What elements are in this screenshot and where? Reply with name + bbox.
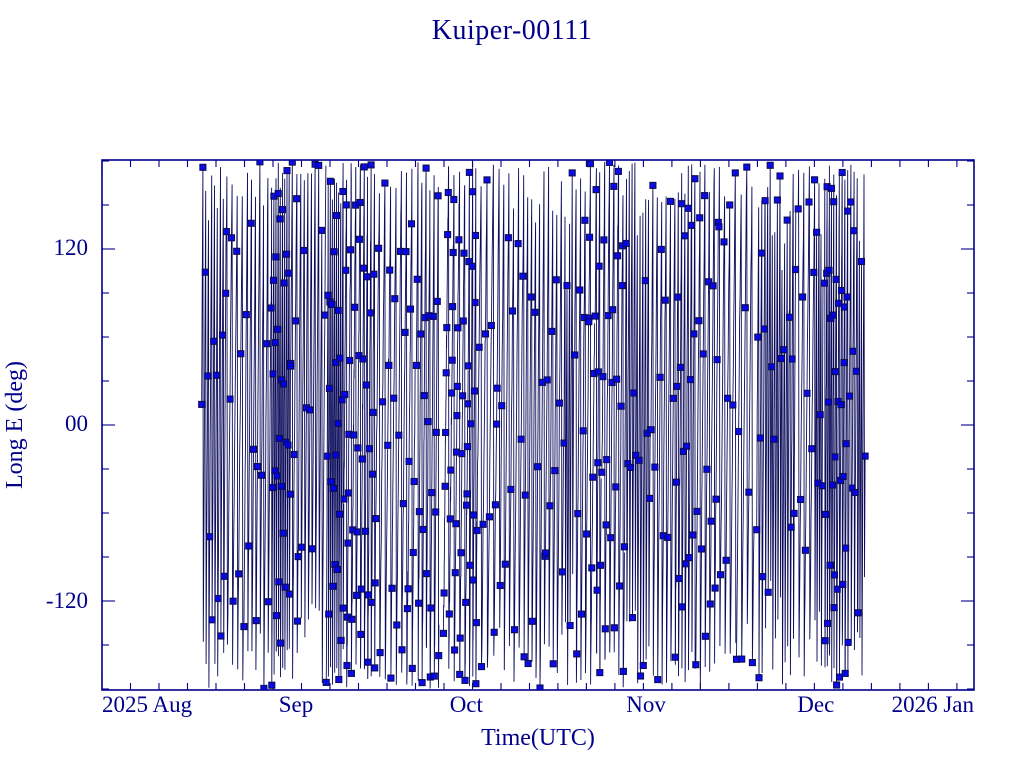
svg-text:-120: -120	[46, 588, 88, 613]
svg-text:2026 Jan: 2026 Jan	[892, 692, 975, 717]
svg-text:Dec: Dec	[797, 692, 834, 717]
svg-text:Time(UTC): Time(UTC)	[481, 725, 595, 751]
svg-text:Oct: Oct	[450, 692, 484, 717]
svg-text:120: 120	[54, 235, 89, 260]
svg-text:00: 00	[65, 411, 88, 436]
svg-text:Nov: Nov	[626, 692, 666, 717]
svg-text:Long E (deg): Long E (deg)	[2, 361, 28, 489]
svg-text:Sep: Sep	[279, 692, 314, 717]
svg-text:2025 Aug: 2025 Aug	[102, 692, 193, 717]
